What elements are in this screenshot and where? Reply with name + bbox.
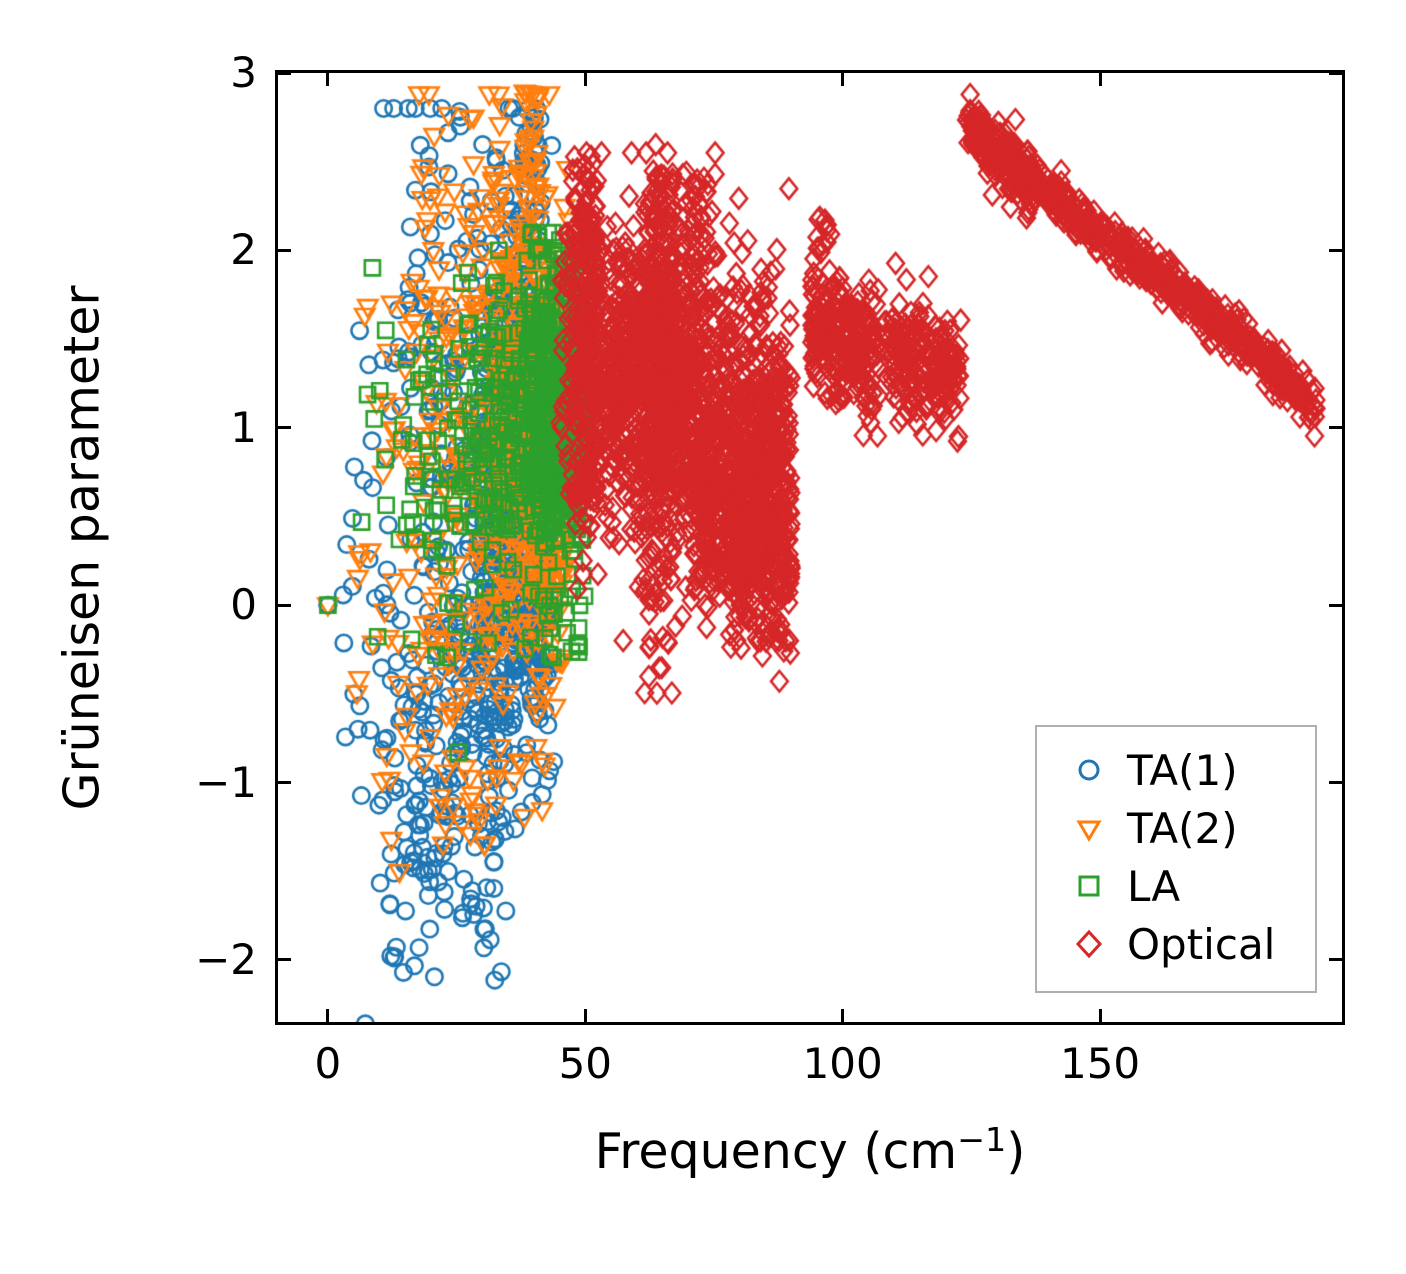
- y-axis-label: Grüneisen parameter: [53, 285, 111, 811]
- x-tick-label: 0: [314, 1039, 342, 1088]
- legend-item-ta1[interactable]: TA(1): [1037, 741, 1315, 799]
- y-tick: [278, 426, 291, 430]
- y-tick: [278, 248, 291, 252]
- x-axis-label-main: Frequency (cm: [594, 1123, 958, 1181]
- x-tick-label: 100: [802, 1039, 883, 1088]
- legend: TA(1) TA(2) LA: [1035, 725, 1317, 993]
- y-tick-label: 2: [230, 225, 257, 275]
- x-tick: [326, 73, 330, 86]
- y-tick-label: −2: [195, 934, 257, 984]
- y-tick: [1329, 71, 1342, 75]
- x-tick: [841, 73, 845, 86]
- legend-label-ta1: TA(1): [1127, 745, 1238, 795]
- x-axis-label-tail: ): [1006, 1123, 1026, 1181]
- legend-label-la: LA: [1127, 861, 1181, 911]
- y-tick: [1329, 958, 1342, 962]
- x-tick: [1098, 73, 1102, 86]
- y-tick-label: 0: [230, 580, 257, 630]
- x-tick: [583, 1009, 587, 1022]
- square-marker-icon: [1067, 864, 1111, 908]
- x-tick-label: 150: [1059, 1039, 1141, 1088]
- y-tick-label: 3: [230, 48, 257, 97]
- plot-area: TA(1) TA(2) LA: [275, 70, 1345, 1025]
- x-tick-label: 50: [558, 1039, 613, 1088]
- y-tick: [278, 603, 291, 607]
- y-tick: [278, 71, 291, 75]
- x-tick: [841, 1009, 845, 1022]
- y-tick: [278, 781, 291, 785]
- y-tick: [1329, 426, 1342, 430]
- y-tick: [1329, 603, 1342, 607]
- x-axis-label: Frequency (cm−1): [595, 1120, 1026, 1180]
- x-tick: [326, 1009, 330, 1022]
- circle-marker-icon: [1067, 748, 1111, 792]
- x-tick: [1098, 1009, 1102, 1022]
- y-tick: [1329, 248, 1342, 252]
- legend-item-la[interactable]: LA: [1037, 857, 1315, 915]
- legend-item-ta2[interactable]: TA(2): [1037, 799, 1315, 857]
- diamond-marker-icon: [1067, 922, 1111, 966]
- x-tick: [583, 73, 587, 86]
- y-tick-label: −1: [195, 757, 257, 807]
- legend-label-ta2: TA(2): [1127, 803, 1238, 853]
- legend-item-optical[interactable]: Optical: [1037, 915, 1315, 973]
- y-tick-label: 1: [230, 402, 257, 452]
- x-axis-label-superscript: −1: [957, 1119, 1007, 1159]
- legend-label-optical: Optical: [1127, 919, 1276, 969]
- y-tick: [278, 958, 291, 962]
- y-tick: [1329, 781, 1342, 785]
- triangle-down-marker-icon: [1067, 806, 1111, 850]
